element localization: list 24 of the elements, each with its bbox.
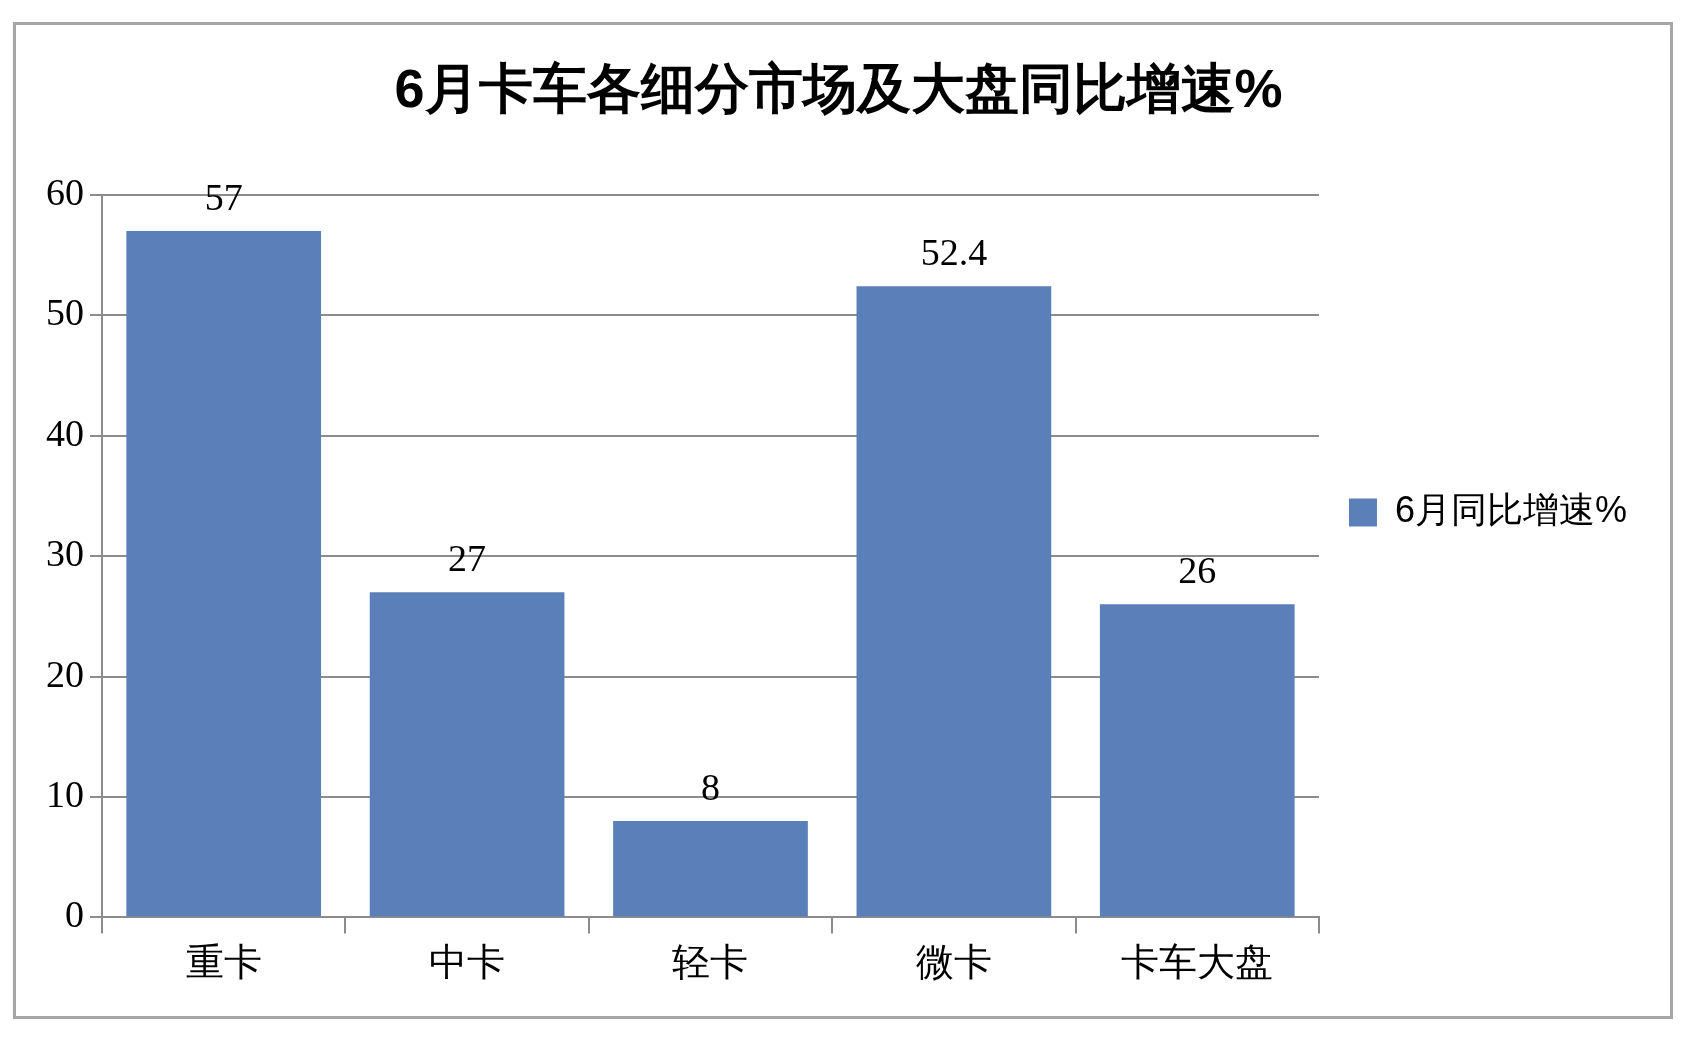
bar	[126, 230, 322, 917]
y-tick-label: 40	[46, 411, 84, 454]
bar	[369, 592, 565, 917]
y-tick-label: 50	[46, 291, 84, 334]
x-tick-label: 卡车大盘	[1121, 940, 1274, 983]
y-tick-label: 30	[46, 532, 84, 575]
data-label: 52.4	[920, 231, 988, 274]
y-tick-label: 10	[46, 772, 84, 815]
bar	[613, 821, 808, 917]
data-label: 8	[700, 766, 720, 809]
bar	[1099, 604, 1295, 917]
y-tick-label: 60	[46, 170, 84, 213]
y-tick-label: 0	[65, 893, 84, 936]
x-tick-label: 重卡	[185, 940, 262, 983]
bar	[856, 286, 1052, 917]
data-label: 26	[1178, 549, 1217, 592]
data-label: 57	[204, 175, 243, 218]
chart-title: 6月卡车各细分市场及大盘同比增速%	[394, 58, 1283, 119]
legend-label: 6月同比增速%	[1394, 489, 1627, 531]
data-label: 27	[448, 537, 487, 580]
x-tick-label: 微卡	[915, 940, 992, 983]
x-tick-label: 中卡	[429, 940, 506, 983]
x-tick-label: 轻卡	[672, 940, 749, 983]
y-tick-label: 20	[46, 652, 84, 695]
